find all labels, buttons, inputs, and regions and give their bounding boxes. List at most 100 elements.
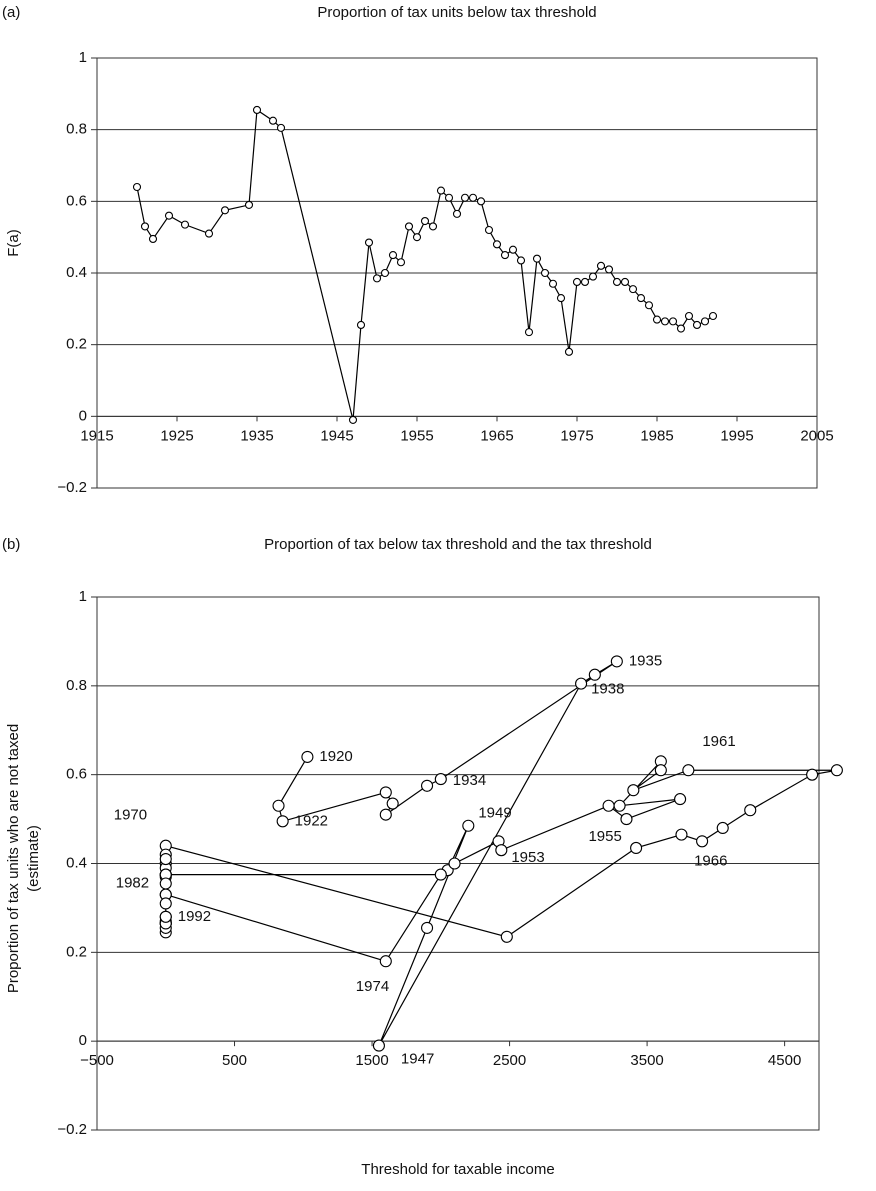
x-tick-label: 1985 — [640, 427, 673, 444]
data-point — [580, 277, 590, 287]
y-tick-label: 0.6 — [66, 192, 87, 209]
data-point — [476, 197, 486, 206]
data-point — [620, 277, 630, 287]
data-point — [421, 921, 434, 934]
data-point — [159, 910, 172, 923]
data-point — [468, 193, 478, 202]
data-point — [620, 813, 633, 826]
data-point — [444, 193, 454, 202]
panel-label: (b) — [2, 536, 20, 553]
data-point — [180, 220, 190, 229]
point-label: 1961 — [702, 733, 735, 750]
data-point — [516, 256, 526, 265]
data-point — [588, 272, 598, 281]
data-point — [420, 216, 430, 226]
data-point — [668, 317, 678, 326]
point-label: 1966 — [694, 852, 727, 869]
data-point — [252, 105, 262, 115]
data-point — [674, 793, 687, 806]
point-label: 1922 — [295, 812, 328, 829]
data-point — [448, 857, 461, 870]
data-point — [684, 311, 694, 321]
x-tick-label: 4500 — [768, 1052, 801, 1069]
x-tick-label: 3500 — [630, 1052, 663, 1069]
data-point — [548, 279, 558, 288]
data-point — [596, 261, 606, 270]
data-point — [386, 797, 399, 810]
data-point — [682, 764, 695, 777]
data-point — [484, 225, 494, 235]
data-point — [428, 222, 438, 231]
point-label: 1949 — [478, 805, 511, 822]
data-point — [612, 277, 622, 287]
data-point — [588, 668, 601, 681]
data-point — [396, 258, 406, 267]
panel-label: (a) — [2, 4, 20, 21]
data-point — [524, 328, 534, 337]
data-point — [532, 254, 542, 263]
data-point — [301, 750, 314, 763]
data-point — [495, 844, 508, 857]
data-point — [716, 821, 729, 835]
data-line — [136, 108, 714, 421]
data-point — [508, 245, 518, 254]
x-tick-label: 1975 — [560, 427, 593, 444]
data-point — [644, 301, 654, 310]
y-tick-label: 0.2 — [66, 336, 87, 353]
data-point — [148, 234, 158, 244]
data-point — [434, 773, 447, 786]
y-tick-label: −0.2 — [57, 479, 87, 496]
x-tick-label: 1965 — [480, 427, 513, 444]
data-point — [492, 240, 502, 249]
data-point — [164, 211, 174, 220]
x-tick-label: 1500 — [355, 1052, 388, 1069]
data-point — [744, 804, 757, 817]
data-point — [630, 841, 643, 855]
data-point — [388, 251, 398, 260]
data-point — [356, 320, 366, 330]
y-axis-title: (estimate) — [25, 825, 42, 892]
data-point — [604, 265, 614, 274]
data-point — [610, 655, 623, 668]
data-point — [564, 347, 574, 356]
data-point — [364, 238, 374, 247]
data-point — [572, 277, 582, 287]
y-axis-title: Proportion of tax units who are not taxe… — [5, 724, 22, 993]
data-point — [675, 828, 688, 841]
data-point — [500, 930, 513, 943]
data-point — [276, 815, 289, 828]
data-point — [379, 808, 392, 821]
x-tick-label: 1995 — [720, 427, 753, 444]
data-point — [268, 116, 278, 125]
x-tick-label: 1935 — [240, 427, 273, 444]
point-label: 1938 — [591, 681, 624, 698]
x-tick-label: 1925 — [160, 427, 193, 444]
data-point — [602, 799, 615, 812]
data-point — [652, 315, 662, 324]
y-tick-label: −0.2 — [57, 1121, 87, 1138]
x-tick-label: 500 — [222, 1052, 247, 1069]
data-point — [348, 415, 358, 424]
point-label: 1982 — [116, 874, 149, 891]
data-point — [500, 251, 510, 260]
point-label: 1970 — [114, 807, 147, 824]
y-tick-label: 0 — [79, 407, 87, 424]
data-point — [379, 955, 392, 968]
data-point — [159, 877, 172, 890]
data-point — [379, 786, 392, 799]
data-point — [276, 123, 286, 132]
data-point — [627, 784, 640, 797]
data-point — [654, 764, 667, 777]
data-point — [660, 317, 670, 326]
data-point — [421, 779, 434, 792]
point-label: 1955 — [588, 828, 621, 845]
data-point — [132, 182, 142, 192]
data-point — [272, 799, 285, 812]
data-point — [220, 206, 230, 215]
y-tick-label: 0.8 — [66, 677, 87, 694]
data-point — [806, 768, 819, 781]
y-tick-label: 0 — [79, 1032, 87, 1049]
chart-title: Proportion of tax units below tax thresh… — [317, 4, 596, 21]
data-point — [452, 209, 462, 218]
